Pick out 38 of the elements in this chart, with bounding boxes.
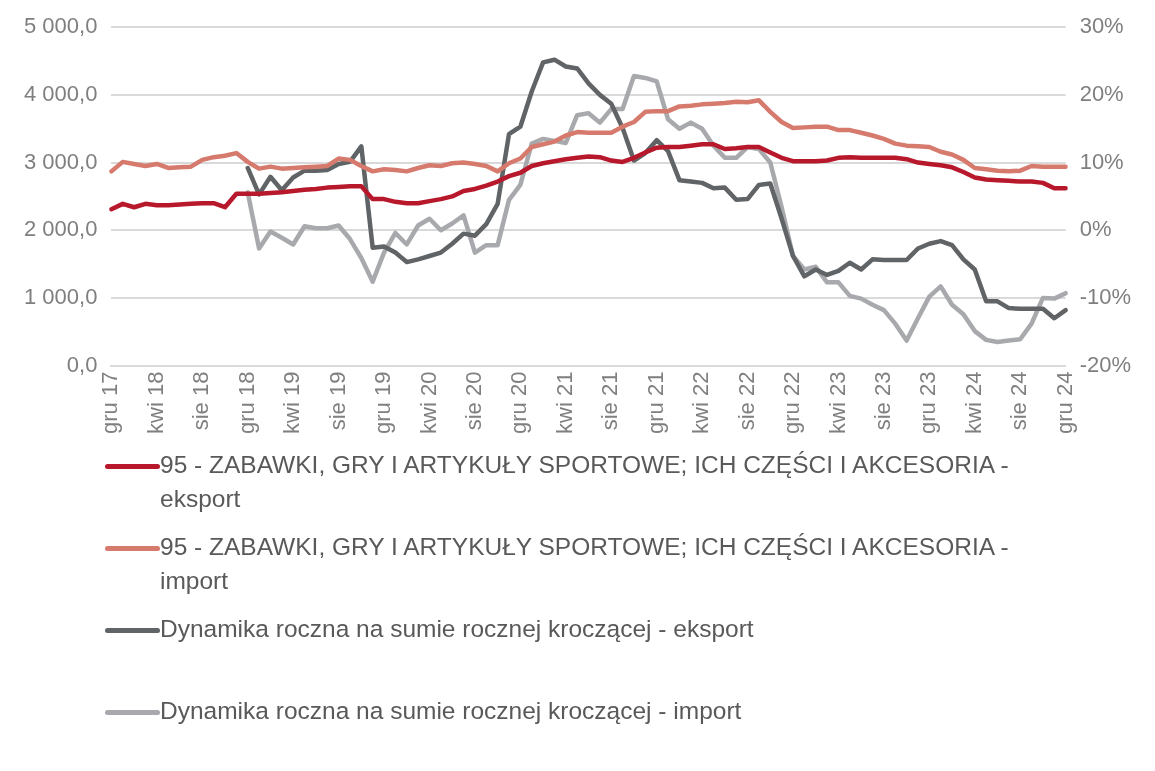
y2-tick-label: 10%: [1079, 148, 1124, 174]
y2-tick-label: -10%: [1079, 284, 1131, 309]
x-tick-label: sie 23: [869, 371, 895, 431]
x-tick-label: gru 20: [506, 371, 532, 435]
x-tick-label: gru 21: [642, 371, 668, 435]
x-tick-label: gru 19: [370, 371, 396, 435]
legend-label: Dynamika roczna na sumie rocznej kroczącej - eksport: [160, 614, 754, 644]
x-tick-label: gru 17: [97, 371, 123, 435]
y2-tick-label: 0%: [1079, 216, 1112, 242]
legend-label: 95 - ZABAWKI, GRY I ARTYKUŁY SPORTOWE; ICH CZĘŚCI I AKCESORIA - eksport: [160, 450, 1010, 514]
x-tick-label: kwi 22: [688, 371, 714, 434]
y-tick-label: 3 000,0: [24, 148, 98, 174]
y-tick-label: 5 000,0: [24, 13, 98, 39]
y-tick-label: 1 000,0: [24, 284, 98, 309]
x-tick-label: sie 21: [597, 371, 623, 431]
x-tick-label: gru 22: [779, 371, 805, 435]
x-tick-label: sie 19: [324, 371, 350, 431]
x-tick-label: gru 18: [233, 371, 259, 435]
x-tick-label: gru 23: [915, 371, 941, 435]
y-tick-label: 2 000,0: [24, 216, 98, 242]
y2-tick-label: -20%: [1079, 351, 1131, 377]
x-tick-label: kwi 18: [142, 371, 168, 434]
x-tick-label: kwi 20: [415, 371, 441, 434]
x-tick-label: kwi 23: [824, 371, 850, 434]
x-tick-label: sie 20: [460, 371, 486, 431]
y-tick-label: 4 000,0: [24, 80, 98, 106]
y-tick-label: 0,0: [66, 351, 98, 377]
x-tick-label: kwi 19: [279, 371, 305, 434]
legend-label: Dynamika roczna na sumie rocznej kroczącej - import: [160, 696, 742, 726]
x-tick-label: sie 24: [1006, 371, 1032, 431]
y2-tick-label: 30%: [1079, 13, 1124, 39]
x-tick-label: gru 24: [1051, 371, 1077, 435]
y2-tick-label: 20%: [1079, 80, 1124, 106]
x-tick-label: sie 18: [188, 371, 214, 431]
x-tick-label: kwi 24: [960, 371, 986, 434]
legend-label: 95 - ZABAWKI, GRY I ARTYKUŁY SPORTOWE; ICH CZĘŚCI I AKCESORIA - import: [160, 532, 1010, 596]
x-tick-label: kwi 21: [551, 371, 577, 434]
x-tick-label: sie 22: [733, 371, 759, 431]
